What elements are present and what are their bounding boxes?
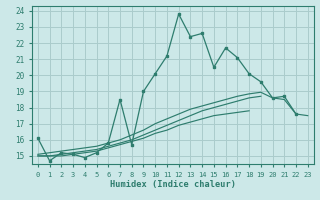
X-axis label: Humidex (Indice chaleur): Humidex (Indice chaleur) [110,180,236,189]
